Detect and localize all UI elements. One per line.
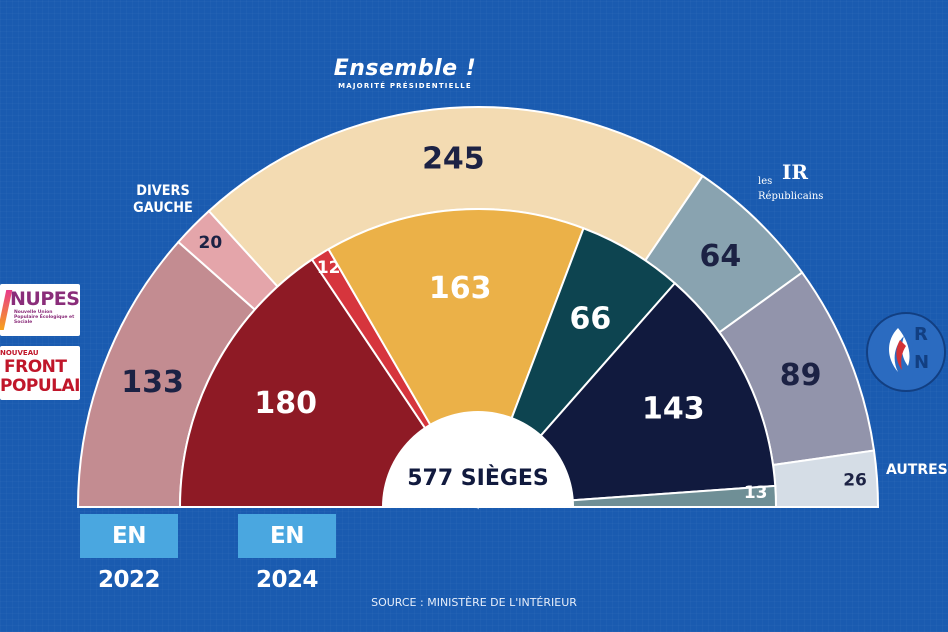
nfp-line-1: NOUVEAU (0, 349, 39, 357)
seat-value-label: 89 (780, 358, 822, 393)
seat-value-label: 133 (121, 365, 184, 400)
nfp-line-3: POPULAIRE (0, 376, 80, 396)
seat-segment-2024-0 (178, 258, 480, 508)
nfp-line-2: FRONT (4, 357, 67, 377)
seat-value-label: 26 (843, 470, 867, 490)
year-tag-2024: EN 2024 (238, 514, 336, 593)
rn-logo: R N (866, 312, 946, 392)
total-seats-label: 577 SIÈGES (407, 465, 549, 491)
lr-ir-text: IR (782, 160, 808, 184)
divers-gauche-label: DIVERS GAUCHE (133, 183, 193, 216)
rn-letter-n: N (914, 352, 930, 373)
seat-value-label: 245 (422, 141, 485, 176)
nupes-name: NUPES (10, 288, 80, 310)
source-note: SOURCE : MINISTÈRE DE L'INTÉRIEUR (371, 596, 577, 609)
year-tag-2022: EN 2022 (80, 514, 178, 593)
seat-value-label: 66 (570, 302, 612, 337)
autres-label: AUTRES (886, 462, 948, 478)
center-disc: 577 SIÈGES (78, 411, 878, 508)
seat-value-label: 13 (744, 483, 768, 503)
nupes-logo: NUPES Nouvelle Union Populaire Écologiqu… (0, 284, 80, 336)
center-half-disc (382, 411, 574, 507)
rn-letter-r: R (914, 324, 928, 345)
ensemble-subtitle: MAJORITÉ PRÉSIDENTIELLE (338, 82, 472, 90)
seat-segment-2024-2 (327, 208, 585, 510)
seat-value-label: 64 (699, 239, 741, 274)
rn-flame-icon (889, 328, 910, 372)
seat-value-label: 20 (198, 233, 222, 253)
seat-value-label: 180 (254, 386, 317, 421)
seat-value-label: 143 (642, 392, 705, 427)
lr-les-text: les (758, 176, 773, 187)
lr-republicains-text: Républicains (758, 191, 824, 202)
ensemble-title: Ensemble ! (333, 56, 477, 81)
nupes-subtitle: Nouvelle Union Populaire Écologique et S… (14, 310, 75, 325)
nouveau-front-populaire-logo: NOUVEAU FRONT POPULAIRE (0, 346, 80, 400)
seat-value-label: 12 (317, 258, 341, 278)
ring-2024: 180 12 163 66 143 13 (178, 208, 778, 510)
seat-value-label: 163 (429, 271, 492, 306)
